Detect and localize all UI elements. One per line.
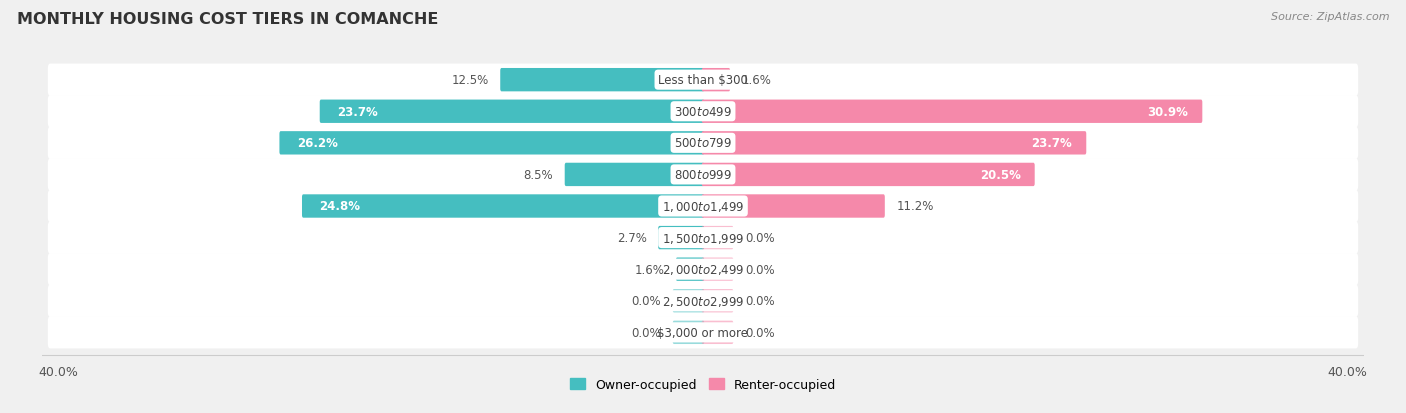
Text: 0.0%: 0.0% bbox=[631, 294, 661, 308]
Text: $2,000 to $2,499: $2,000 to $2,499 bbox=[662, 263, 744, 276]
Text: $500 to $799: $500 to $799 bbox=[673, 137, 733, 150]
Text: 26.2%: 26.2% bbox=[297, 137, 337, 150]
Text: 0.0%: 0.0% bbox=[745, 294, 775, 308]
Text: 0.0%: 0.0% bbox=[631, 326, 661, 339]
FancyBboxPatch shape bbox=[48, 190, 1358, 223]
FancyBboxPatch shape bbox=[702, 226, 734, 250]
Text: 24.8%: 24.8% bbox=[319, 200, 360, 213]
FancyBboxPatch shape bbox=[702, 163, 1035, 187]
Text: 11.2%: 11.2% bbox=[897, 200, 934, 213]
FancyBboxPatch shape bbox=[702, 258, 734, 281]
FancyBboxPatch shape bbox=[565, 163, 704, 187]
Text: 0.0%: 0.0% bbox=[745, 263, 775, 276]
FancyBboxPatch shape bbox=[48, 222, 1358, 254]
Text: 0.0%: 0.0% bbox=[745, 232, 775, 244]
FancyBboxPatch shape bbox=[48, 285, 1358, 317]
FancyBboxPatch shape bbox=[702, 132, 1087, 155]
FancyBboxPatch shape bbox=[280, 132, 704, 155]
FancyBboxPatch shape bbox=[48, 159, 1358, 191]
Text: $1,000 to $1,499: $1,000 to $1,499 bbox=[662, 199, 744, 214]
FancyBboxPatch shape bbox=[702, 290, 734, 313]
Text: 12.5%: 12.5% bbox=[451, 74, 489, 87]
Legend: Owner-occupied, Renter-occupied: Owner-occupied, Renter-occupied bbox=[565, 373, 841, 396]
FancyBboxPatch shape bbox=[319, 100, 704, 123]
FancyBboxPatch shape bbox=[658, 226, 704, 250]
Text: 2.7%: 2.7% bbox=[617, 232, 647, 244]
Text: Source: ZipAtlas.com: Source: ZipAtlas.com bbox=[1271, 12, 1389, 22]
Text: $2,500 to $2,999: $2,500 to $2,999 bbox=[662, 294, 744, 308]
FancyBboxPatch shape bbox=[702, 195, 884, 218]
Text: $800 to $999: $800 to $999 bbox=[673, 169, 733, 181]
Text: 8.5%: 8.5% bbox=[523, 169, 553, 181]
FancyBboxPatch shape bbox=[501, 69, 704, 92]
Text: 1.6%: 1.6% bbox=[742, 74, 772, 87]
FancyBboxPatch shape bbox=[48, 96, 1358, 128]
Text: $3,000 or more: $3,000 or more bbox=[658, 326, 748, 339]
Text: 23.7%: 23.7% bbox=[337, 105, 378, 119]
Text: Less than $300: Less than $300 bbox=[658, 74, 748, 87]
FancyBboxPatch shape bbox=[302, 195, 704, 218]
FancyBboxPatch shape bbox=[48, 64, 1358, 97]
Text: 0.0%: 0.0% bbox=[745, 326, 775, 339]
FancyBboxPatch shape bbox=[702, 321, 734, 344]
Text: 20.5%: 20.5% bbox=[980, 169, 1021, 181]
FancyBboxPatch shape bbox=[48, 254, 1358, 285]
FancyBboxPatch shape bbox=[672, 321, 704, 344]
Text: MONTHLY HOUSING COST TIERS IN COMANCHE: MONTHLY HOUSING COST TIERS IN COMANCHE bbox=[17, 12, 439, 27]
Text: 1.6%: 1.6% bbox=[634, 263, 664, 276]
Text: 23.7%: 23.7% bbox=[1032, 137, 1073, 150]
FancyBboxPatch shape bbox=[702, 69, 730, 92]
FancyBboxPatch shape bbox=[48, 128, 1358, 159]
FancyBboxPatch shape bbox=[676, 258, 704, 281]
Text: 30.9%: 30.9% bbox=[1147, 105, 1188, 119]
FancyBboxPatch shape bbox=[672, 290, 704, 313]
Text: $1,500 to $1,999: $1,500 to $1,999 bbox=[662, 231, 744, 245]
FancyBboxPatch shape bbox=[48, 316, 1358, 349]
FancyBboxPatch shape bbox=[702, 100, 1202, 123]
Text: $300 to $499: $300 to $499 bbox=[673, 105, 733, 119]
